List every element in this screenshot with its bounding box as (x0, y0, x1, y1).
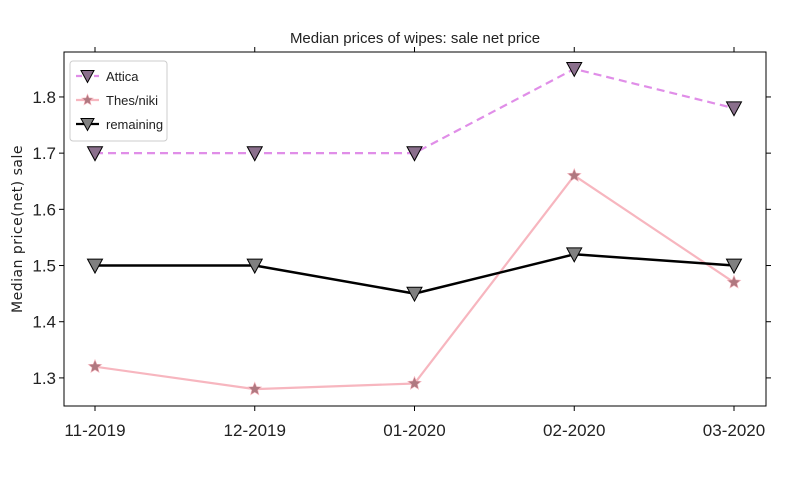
data-point-marker (246, 258, 264, 275)
x-tick-label: 11-2019 (64, 421, 125, 440)
plot-frame (63, 51, 767, 407)
x-tick-label: 03-2020 (703, 421, 765, 440)
x-tick-label: 02-2020 (543, 421, 605, 440)
y-tick-label: 1.5 (32, 257, 56, 276)
data-point-marker (565, 247, 583, 263)
y-tick-label: 1.7 (32, 144, 56, 163)
chart-title: Median prices of wipes: sale net price (290, 30, 540, 47)
data-point-marker (725, 101, 743, 117)
data-point-marker (246, 146, 264, 162)
series-remaining (86, 247, 743, 303)
data-point-marker (407, 375, 422, 390)
y-tick-label: 1.4 (32, 313, 56, 332)
legend-item: Attica (76, 69, 139, 84)
series-line (95, 67, 735, 155)
data-point-marker (87, 358, 103, 373)
data-point-marker (86, 258, 104, 275)
legend-label: Attica (106, 69, 139, 84)
series-line (94, 174, 735, 391)
series-thes-niki (87, 167, 742, 396)
series-attica (86, 61, 743, 162)
legend-frame (69, 60, 168, 142)
x-tick-label: 01-2020 (383, 421, 445, 440)
y-tick-label: 1.8 (32, 88, 56, 107)
x-tick-label: 12-2019 (224, 421, 286, 440)
data-point-marker (566, 167, 582, 182)
axis-ticks: 11-2019 12-2019 01-2020 02-2020 03-2020 1.3 1.… (32, 47, 771, 440)
legend-label: remaining (106, 117, 163, 132)
y-axis-label: Median price(net) sale (10, 145, 26, 313)
y-tick-label: 1.3 (32, 369, 56, 388)
data-point-marker (565, 61, 583, 78)
legend-item: remaining (76, 117, 163, 132)
legend-marker (80, 117, 95, 132)
legend-marker (80, 69, 95, 84)
series-layer (86, 61, 743, 396)
legend-label: Thes/niki (106, 93, 158, 108)
data-point-marker (247, 381, 263, 396)
legend: Attica Thes/niki remaining (69, 60, 168, 142)
data-point-marker (726, 274, 742, 289)
data-point-marker (406, 286, 423, 303)
legend-marker (81, 93, 94, 106)
data-point-marker (86, 146, 104, 162)
y-tick-label: 1.6 (32, 200, 56, 219)
data-point-marker (406, 146, 423, 162)
legend-item: Thes/niki (76, 93, 158, 108)
data-point-marker (725, 258, 743, 275)
